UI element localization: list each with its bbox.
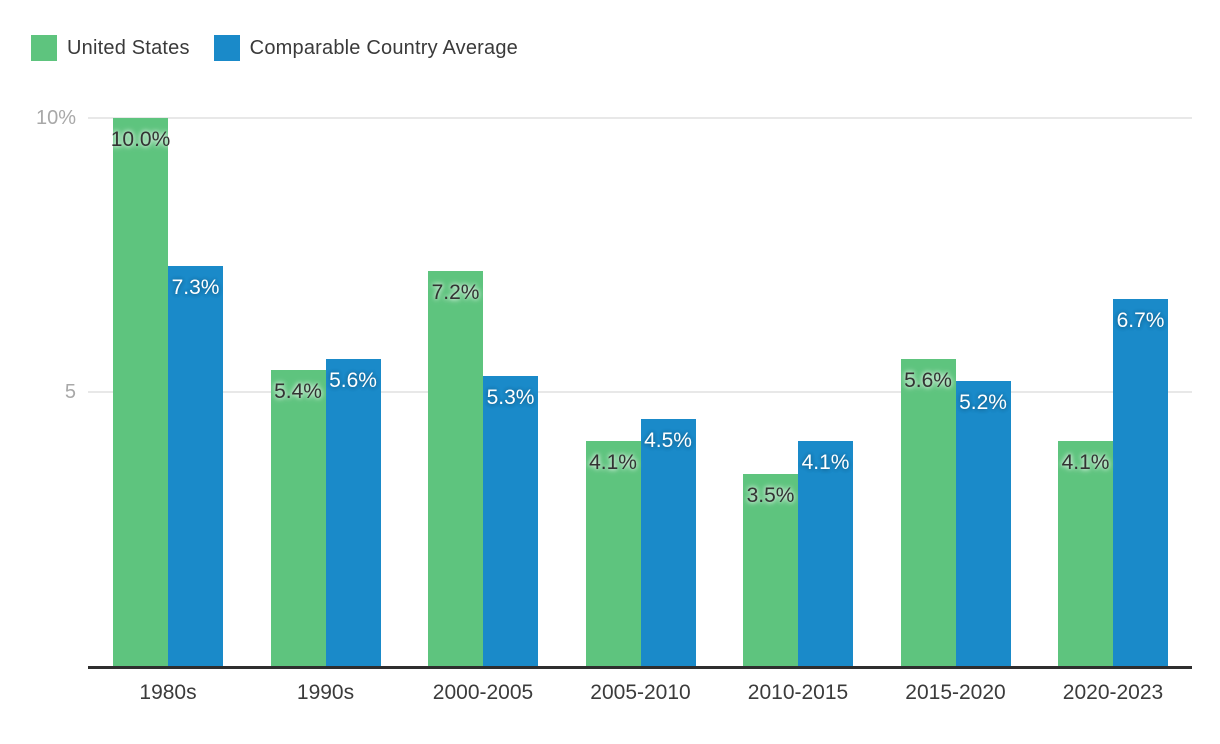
legend-label-united-states: United States [67, 36, 190, 59]
bar-value-label-comparable-country-average-1980s: 7.3% [171, 275, 220, 299]
x-axis-label-2005-2010: 2005-2010 [590, 681, 691, 704]
bar-value-label-comparable-country-average-1990s: 5.6% [329, 369, 377, 393]
bar-value-label-united-states-1980s: 10.0% [110, 128, 171, 151]
bar-value-label-united-states-2010-2015: 3.5% [746, 484, 795, 508]
x-axis-label-2010-2015: 2010-2015 [747, 681, 849, 704]
legend-swatch-green [31, 35, 57, 61]
legend-label-comparable-country-average: Comparable Country Average [249, 36, 518, 59]
bar-united-states-2015-2020 [900, 359, 956, 666]
x-axis-label-2020-2023: 2020-2023 [1062, 681, 1164, 704]
y-tick-label-10: 10% [35, 107, 76, 129]
bar-value-label-comparable-country-average-2020-2023: 6.7% [1116, 308, 1165, 332]
bar-value-label-united-states-1990s: 5.4% [274, 380, 322, 404]
bar-comparable-country-average-2000-2005 [483, 375, 538, 666]
legend-item-united-states: United States [31, 35, 190, 61]
bar-value-label-comparable-country-average-2000-2005: 5.3% [486, 385, 535, 409]
x-axis-label-1990s: 1990s [296, 681, 355, 704]
bar-comparable-country-average-2010-2015 [798, 441, 853, 666]
gridline-10 [88, 117, 1192, 119]
bar-united-states-1980s [113, 118, 168, 666]
bar-value-label-united-states-2015-2020: 5.6% [904, 369, 952, 393]
bar-value-label-united-states-2020-2023: 4.1% [1061, 451, 1110, 475]
legend: United States Comparable Country Average [31, 35, 542, 61]
bar-value-label-comparable-country-average-2015-2020: 5.2% [959, 391, 1007, 415]
bar-comparable-country-average-2015-2020 [955, 381, 1011, 666]
bar-united-states-2020-2023 [1058, 441, 1113, 666]
bar-comparable-country-average-1980s [168, 265, 223, 666]
x-axis-label-2015-2020: 2015-2020 [905, 681, 1006, 704]
bar-value-label-comparable-country-average-2010-2015: 4.1% [801, 451, 850, 475]
bar-united-states-2000-2005 [428, 271, 483, 666]
x-axis-label-1980s: 1980s [139, 681, 197, 704]
bar-comparable-country-average-2020-2023 [1113, 298, 1168, 666]
legend-item-comparable-country-average: Comparable Country Average [213, 35, 518, 61]
y-tick-label-5: 5 [64, 381, 76, 403]
legend-swatch-blue [213, 35, 240, 61]
bar-united-states-2010-2015 [743, 474, 798, 666]
x-axis-line [88, 666, 1192, 669]
bar-comparable-country-average-1990s [325, 359, 381, 666]
bar-united-states-2005-2010 [585, 441, 641, 666]
bar-value-label-united-states-2005-2010: 4.1% [589, 451, 637, 475]
bar-comparable-country-average-2005-2010 [640, 419, 696, 666]
gridline-5 [88, 391, 1192, 393]
bar-value-label-united-states-2000-2005: 7.2% [431, 281, 480, 305]
bar-value-label-comparable-country-average-2005-2010: 4.5% [644, 429, 692, 453]
x-axis-label-2000-2005: 2000-2005 [432, 681, 534, 704]
bar-united-states-1990s [270, 370, 326, 666]
